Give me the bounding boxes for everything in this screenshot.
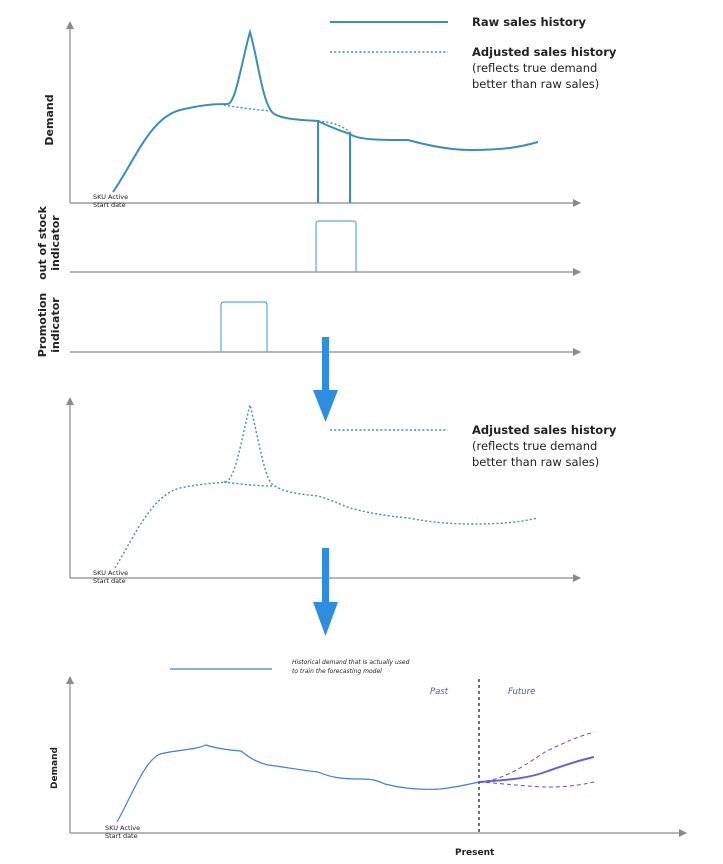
panel4-legend-label: Adjusted sales history bbox=[472, 423, 617, 437]
panel2-y-label-2: indicator bbox=[49, 215, 62, 271]
legend-adj-label: Adjusted sales history bbox=[472, 45, 617, 59]
stockout-pulse bbox=[315, 220, 357, 272]
panel-forecast: Demand Present SKU Active Start date His… bbox=[50, 659, 687, 858]
panel5-start-label-1: SKU Active bbox=[105, 824, 140, 832]
panel2-y-label-1: out of stock bbox=[36, 205, 49, 280]
panel3-y-label-1: Promotion bbox=[36, 293, 49, 357]
legend-adj-note-2: better than raw sales) bbox=[472, 77, 599, 91]
forecast-lower-band bbox=[478, 781, 595, 788]
adjusted-sales-under-spike bbox=[223, 104, 273, 112]
flow-arrow-1 bbox=[313, 337, 338, 422]
future-label: Future bbox=[508, 687, 535, 697]
panel1-start-label-1: SKU Active bbox=[93, 193, 128, 201]
panel5-start-label-2: Start date bbox=[105, 832, 138, 840]
panel4-legend-note-2: better than raw sales) bbox=[472, 455, 599, 469]
panel5-y-label: Demand bbox=[50, 747, 60, 789]
past-label: Past bbox=[430, 687, 449, 697]
panel-promotion: Promotion indicator bbox=[36, 293, 581, 357]
panel3-y-label-2: indicator bbox=[49, 297, 62, 353]
panel5-legend-line-2: to train the forecasting model bbox=[292, 668, 382, 675]
adjusted-history-line bbox=[114, 404, 539, 569]
adjusted-sales-across-stockout bbox=[317, 120, 353, 135]
promotion-pulse bbox=[220, 301, 268, 352]
forecast-upper-band bbox=[478, 731, 595, 783]
panel4-start-label-1: SKU Active bbox=[93, 569, 128, 577]
legend-adj-note-1: (reflects true demand bbox=[472, 61, 597, 75]
flow-arrow-2 bbox=[313, 548, 338, 636]
raw-sales-line bbox=[112, 28, 539, 203]
panel-raw-vs-adjusted: Demand SKU Active Start date Raw sales h… bbox=[43, 15, 617, 209]
panel1-start-label-2: Start date bbox=[93, 201, 126, 209]
historical-demand-line bbox=[116, 744, 480, 823]
forecast-line bbox=[478, 756, 595, 783]
panel4-start-label-2: Start date bbox=[93, 577, 126, 585]
panel-adjusted-history: SKU Active Start date Adjusted sales his… bbox=[66, 397, 617, 585]
panel1-y-label: Demand bbox=[43, 94, 56, 145]
panel5-x-label: Present bbox=[455, 848, 495, 858]
panel-out-of-stock: out of stock indicator bbox=[36, 205, 581, 280]
adjusted-history-under-spike bbox=[223, 481, 273, 487]
panel4-legend-note-1: (reflects true demand bbox=[472, 439, 597, 453]
panel5-legend-line-1: Historical demand that is actually used bbox=[292, 659, 410, 666]
legend-raw-label: Raw sales history bbox=[472, 15, 586, 29]
